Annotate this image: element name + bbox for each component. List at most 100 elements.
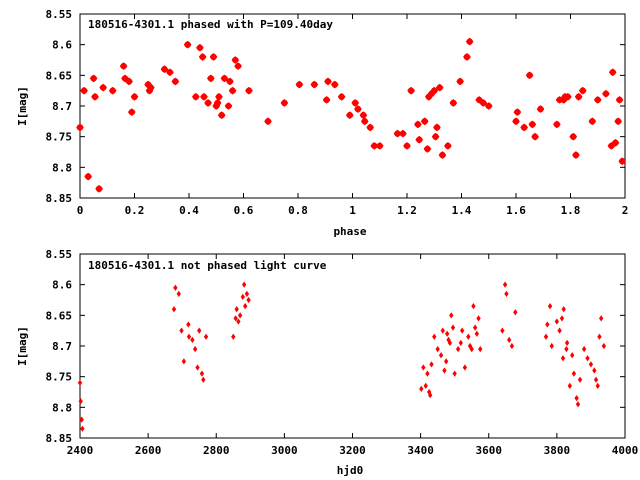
data-point — [226, 77, 234, 86]
data-point — [512, 117, 520, 126]
x-tick-label: 3800 — [544, 444, 571, 457]
data-point — [244, 290, 250, 297]
data-point — [602, 89, 610, 98]
plot-frame — [79, 13, 626, 199]
y-tick-label: 8.55 — [46, 248, 73, 261]
data-point — [484, 102, 493, 110]
data-point — [419, 385, 424, 393]
chart-title: 180516-4301.1 phased with P=109.40day — [88, 18, 333, 31]
data-point — [89, 74, 98, 83]
data-point — [280, 99, 289, 107]
x-tick-label: 1.2 — [397, 204, 417, 217]
unphased-light-curve-panel: 2400 2600 2800 3000 3200 3400 3600 3800 4000 8.5… — [16, 248, 638, 477]
data-point — [125, 77, 133, 86]
data-point — [181, 358, 187, 365]
data-point — [171, 77, 180, 86]
data-point — [557, 327, 562, 334]
data-point — [77, 379, 83, 386]
x-tick-label: 0.8 — [288, 204, 308, 217]
data-point — [127, 108, 136, 116]
data-point — [213, 99, 222, 107]
x-tick-label: 2600 — [135, 444, 162, 457]
data-point — [183, 40, 192, 49]
x-tick-labels: 2400 2600 2800 3000 3200 3400 3600 3800 4000 — [67, 444, 639, 457]
phased-light-curve-panel: 0 0.2 0.4 0.6 0.8 1 1.2 1.4 1.6 1.8 2 8.558.68.658… — [16, 8, 628, 238]
data-point — [337, 92, 346, 101]
x-tick-label: 3600 — [476, 444, 503, 457]
data-point — [520, 123, 528, 132]
data-point — [444, 142, 452, 150]
data-point — [435, 345, 440, 353]
data-point — [513, 309, 518, 316]
data-point — [231, 56, 240, 64]
data-point — [228, 86, 237, 95]
data-point — [432, 333, 437, 340]
data-points — [76, 37, 627, 193]
data-point — [466, 333, 471, 340]
data-point — [425, 370, 430, 377]
x-tick-label: 0.4 — [179, 204, 199, 217]
x-tick-label: 2 — [622, 204, 629, 217]
data-point — [427, 391, 433, 399]
data-point — [160, 65, 169, 74]
plot-frame — [79, 253, 626, 439]
axis-ticks — [79, 13, 626, 199]
data-point — [176, 290, 181, 297]
data-point — [479, 99, 488, 107]
data-point — [554, 318, 560, 325]
data-point — [199, 370, 205, 377]
data-point — [366, 123, 375, 132]
data-point — [197, 327, 202, 334]
data-point — [572, 151, 580, 159]
data-point — [444, 358, 449, 365]
data-point — [502, 281, 508, 288]
data-point — [440, 327, 445, 334]
data-point — [430, 86, 439, 95]
data-point — [234, 306, 239, 313]
data-point — [585, 355, 590, 362]
data-point — [452, 370, 457, 377]
data-point — [354, 105, 362, 113]
data-point — [595, 382, 600, 389]
data-point — [264, 117, 272, 126]
data-point — [592, 367, 597, 374]
data-point — [615, 96, 624, 104]
data-point — [324, 77, 332, 86]
y-tick-label: 8.6 — [52, 279, 72, 292]
data-point — [578, 86, 587, 95]
data-point — [429, 361, 434, 368]
data-point — [478, 345, 483, 353]
data-point — [462, 364, 468, 371]
data-point — [173, 284, 178, 291]
data-point — [547, 303, 553, 310]
data-point — [460, 327, 465, 334]
data-point — [99, 83, 107, 92]
data-point — [119, 62, 128, 70]
y-tick-label: 8.65 — [46, 309, 73, 322]
data-point — [345, 111, 354, 120]
data-point — [469, 345, 474, 353]
data-point — [574, 395, 579, 402]
data-point — [463, 53, 471, 61]
data-point — [414, 120, 422, 129]
data-point — [243, 303, 248, 310]
x-tick-label: 2400 — [67, 444, 94, 457]
data-point — [564, 339, 570, 347]
y-tick-label: 8.7 — [52, 100, 72, 113]
data-point — [407, 86, 415, 95]
x-tick-label: 0 — [77, 204, 84, 217]
data-point — [310, 80, 319, 89]
data-point — [375, 142, 384, 150]
data-point — [575, 401, 581, 408]
data-point — [431, 132, 440, 141]
axis-ticks — [79, 253, 626, 439]
x-tick-labels: 0 0.2 0.4 0.6 0.8 1 1.2 1.4 1.6 1.8 2 — [77, 204, 629, 217]
y-axis-label: I[mag] — [16, 326, 29, 366]
data-point — [570, 352, 575, 359]
data-point — [108, 86, 117, 95]
data-point — [563, 92, 572, 101]
data-point — [449, 312, 454, 319]
data-point — [242, 281, 247, 288]
data-point — [233, 315, 238, 322]
